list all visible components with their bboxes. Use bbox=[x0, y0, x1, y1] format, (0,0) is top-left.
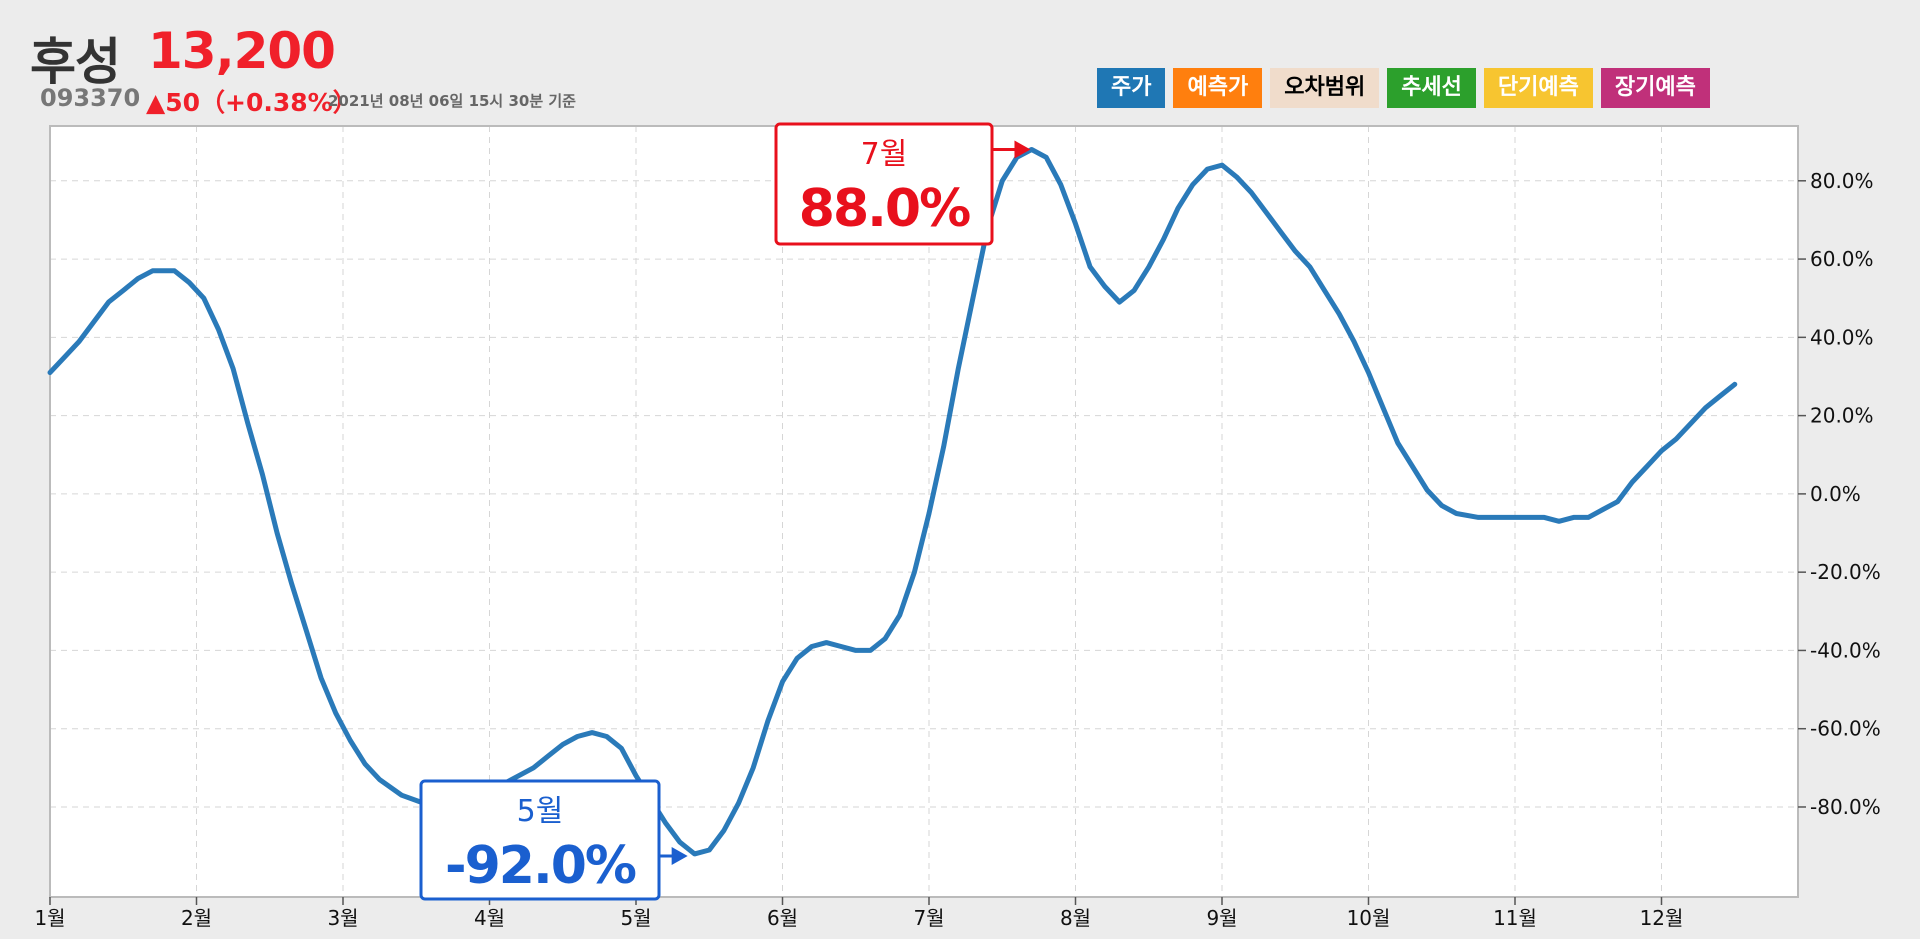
x-tick-label: 5월 bbox=[620, 906, 651, 930]
x-tick-label: 6월 bbox=[767, 906, 798, 930]
annotation-max-box bbox=[774, 122, 994, 246]
x-axis: 1월 2월 3월 4월 5월 6월 7월 8월 9월 10월 11월 12월 bbox=[34, 897, 1683, 930]
y-tick-label: 0.0% bbox=[1810, 482, 1861, 506]
y-tick-label: -40.0% bbox=[1810, 638, 1881, 662]
annotation-max-label: 7월 bbox=[861, 137, 908, 172]
annotation-max-arrowhead bbox=[1014, 140, 1031, 159]
x-tick-label: 12월 bbox=[1640, 906, 1684, 930]
stock-price: 13,200 bbox=[148, 22, 336, 80]
x-tick-label: 4월 bbox=[474, 906, 505, 930]
annotation-min-label: 5월 bbox=[517, 794, 564, 829]
x-tick-label: 3월 bbox=[327, 906, 358, 930]
y-axis: 80.0% 60.0% 40.0% 20.0% 0.0% -20.0% -40.0% -60.… bbox=[1798, 169, 1881, 819]
legend-short-term[interactable]: 단기예측 bbox=[1483, 68, 1593, 108]
annotation-min-arrowhead bbox=[671, 846, 688, 865]
y-tick-label: 20.0% bbox=[1810, 404, 1874, 428]
y-tick-label: -20.0% bbox=[1810, 560, 1881, 584]
annotation-min-box bbox=[419, 779, 661, 901]
legend-long-term[interactable]: 장기예측 bbox=[1600, 68, 1710, 108]
annotation-max-value: 88.0% bbox=[799, 179, 970, 239]
x-tick-label: 11월 bbox=[1493, 906, 1537, 930]
y-tick-label: -80.0% bbox=[1810, 795, 1881, 819]
x-tick-label: 1월 bbox=[34, 906, 65, 930]
x-tick-label: 8월 bbox=[1060, 906, 1091, 930]
y-tick-label: 80.0% bbox=[1810, 169, 1874, 193]
legend-trendline[interactable]: 추세선 bbox=[1387, 68, 1476, 108]
stock-name: 후성 bbox=[30, 33, 121, 91]
x-tick-label: 9월 bbox=[1206, 906, 1237, 930]
legend-stock-price[interactable]: 주가 bbox=[1097, 68, 1166, 108]
annotations: 7월 88.0% 5월 -92.0% bbox=[419, 122, 1031, 901]
annotation-min-value: -92.0% bbox=[445, 836, 636, 896]
plot-background bbox=[50, 126, 1798, 897]
x-tick-label: 7월 bbox=[913, 906, 944, 930]
y-tick-label: -60.0% bbox=[1810, 717, 1881, 741]
legend-predicted-price[interactable]: 예측가 bbox=[1173, 68, 1263, 108]
series-line bbox=[47, 147, 1738, 857]
legend: 주가 예측가 오차범위 추세선 단기예측 장기예측 bbox=[1097, 68, 1710, 108]
annotation-min: 5월 -92.0% bbox=[419, 779, 688, 901]
y-tick-label: 40.0% bbox=[1810, 325, 1874, 349]
timestamp: 2021년 08년 06일 15시 30분 기준 bbox=[328, 92, 576, 110]
x-tick-label: 10월 bbox=[1347, 906, 1391, 930]
y-tick-label: 60.0% bbox=[1810, 247, 1874, 271]
legend-error-range[interactable]: 오차범위 bbox=[1270, 68, 1380, 108]
price-change: ▲50（+0.38%） bbox=[146, 88, 358, 117]
annotation-max: 7월 88.0% bbox=[774, 122, 1031, 246]
x-tick-label: 2월 bbox=[181, 906, 212, 930]
stock-code: 093370 bbox=[40, 84, 141, 112]
